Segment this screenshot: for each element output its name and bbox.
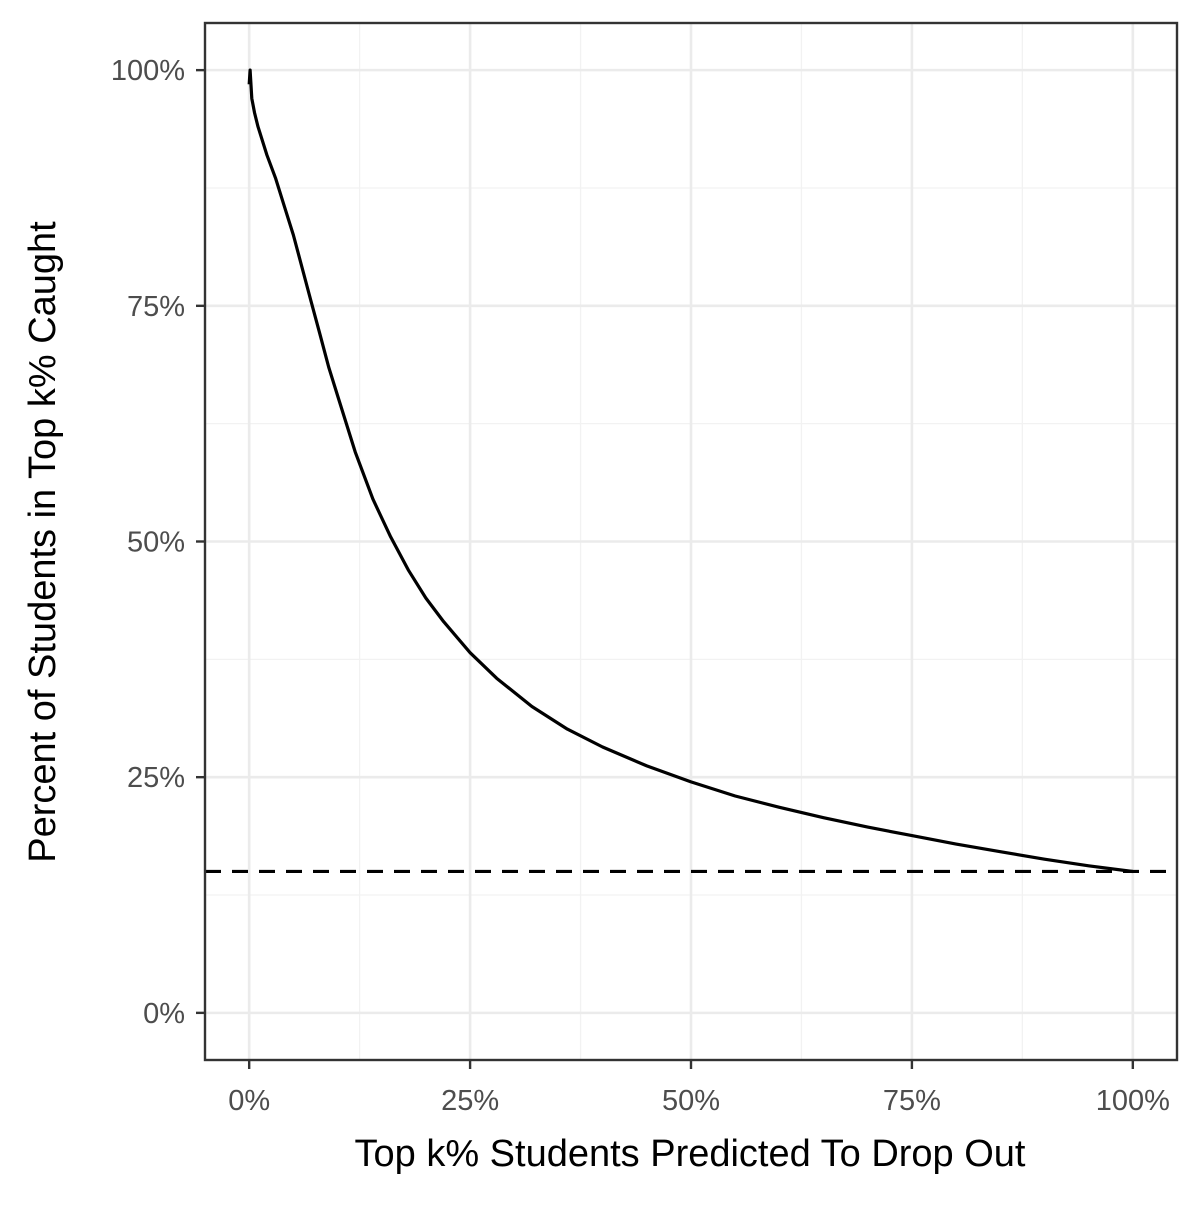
y-tick-label: 50% xyxy=(127,527,185,559)
x-tick-label: 100% xyxy=(1096,1085,1170,1117)
y-axis: 0% 25% 50% 75% 100% xyxy=(111,55,205,1030)
x-axis-title: Top k% Students Predicted To Drop Out xyxy=(355,1133,1026,1175)
y-axis-title: Percent of Students in Top k% Caught xyxy=(22,221,64,863)
y-tick-label: 100% xyxy=(111,55,185,87)
x-tick-label: 0% xyxy=(228,1085,270,1117)
series-line xyxy=(247,68,1134,874)
x-axis: 0% 25% 50% 75% 100% xyxy=(228,1060,1170,1117)
y-tick-label: 0% xyxy=(143,998,185,1030)
major-gridlines xyxy=(205,23,1177,1060)
y-tick-label: 25% xyxy=(127,762,185,794)
x-tick-label: 75% xyxy=(883,1085,941,1117)
series-layer xyxy=(247,68,1134,874)
x-tick-label: 25% xyxy=(441,1085,499,1117)
y-tick-label: 75% xyxy=(127,291,185,323)
x-tick-label: 50% xyxy=(662,1085,720,1117)
